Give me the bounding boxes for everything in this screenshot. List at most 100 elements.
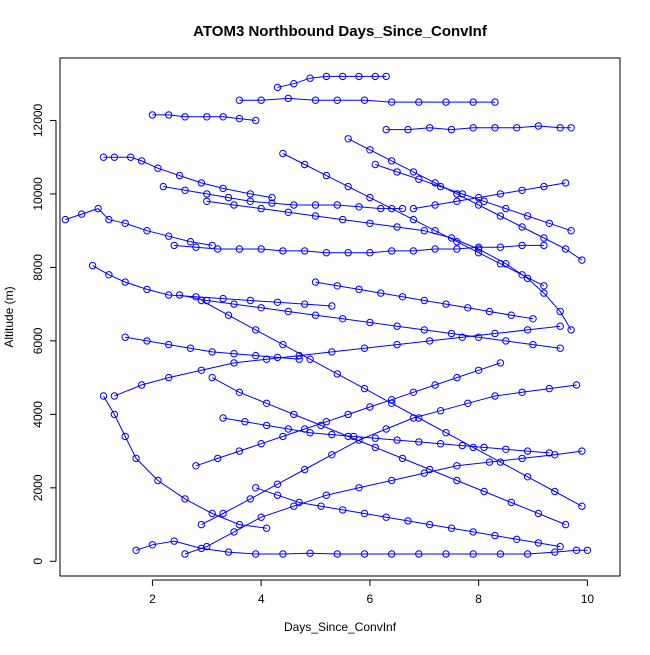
data-point — [496, 550, 505, 558]
data-point — [317, 421, 325, 430]
data-point — [366, 219, 374, 228]
data-point — [78, 210, 86, 218]
x-tick-label: 2 — [149, 592, 156, 606]
data-point — [148, 541, 157, 549]
data-point — [534, 539, 543, 547]
data-point — [426, 124, 434, 132]
data-point — [246, 190, 255, 198]
data-point — [290, 80, 298, 88]
data-point — [219, 294, 227, 303]
data-point — [523, 550, 532, 558]
data-point — [241, 418, 249, 426]
data-point — [404, 517, 412, 525]
data-point — [360, 344, 369, 352]
data-point — [426, 520, 434, 529]
data-point — [458, 333, 466, 341]
data-point — [333, 282, 341, 290]
data-point — [154, 164, 162, 172]
data-point — [523, 212, 532, 220]
data-point — [235, 96, 244, 104]
data-point — [127, 153, 135, 161]
data-point — [518, 388, 526, 396]
data-point — [398, 293, 407, 301]
data-point — [458, 441, 466, 450]
data-point — [344, 135, 352, 143]
series-line-segment — [125, 336, 300, 360]
series-line-segment — [211, 377, 566, 526]
data-point — [306, 429, 314, 437]
data-point — [382, 425, 390, 433]
data-point — [279, 550, 287, 558]
data-point — [388, 247, 396, 255]
series-line-segment — [375, 164, 572, 232]
data-point — [556, 307, 564, 316]
data-point — [262, 524, 271, 532]
data-point — [518, 454, 526, 463]
data-point — [523, 326, 532, 334]
data-point — [295, 498, 303, 507]
data-point — [252, 116, 260, 125]
data-point — [431, 227, 439, 235]
x-tick-label: 4 — [258, 592, 265, 606]
series-line-segment — [152, 114, 256, 121]
x-axis: 2 4 6 8 10 — [149, 579, 594, 606]
data-point — [186, 344, 195, 352]
data-point — [192, 293, 200, 301]
data-point — [355, 484, 363, 492]
data-point — [154, 476, 162, 485]
data-point — [366, 146, 374, 154]
data-point — [474, 201, 483, 209]
data-point — [360, 384, 369, 393]
data-point — [415, 438, 423, 446]
data-point — [322, 249, 331, 257]
data-point — [474, 333, 483, 341]
data-point — [219, 414, 227, 422]
data-point — [442, 98, 450, 106]
data-point — [583, 546, 592, 554]
data-point — [561, 520, 570, 529]
data-point — [464, 399, 472, 407]
data-point — [469, 528, 477, 536]
data-point — [339, 215, 347, 224]
data-point — [572, 546, 581, 554]
data-point — [436, 407, 445, 415]
data-point — [257, 440, 265, 448]
data-point — [409, 215, 418, 224]
data-point — [224, 193, 233, 202]
series-line-segment — [347, 138, 583, 261]
data-point — [208, 348, 216, 356]
data-point — [230, 201, 238, 209]
data-point — [235, 114, 244, 123]
data-point — [197, 520, 206, 529]
data-point — [561, 245, 570, 253]
data-point — [224, 548, 233, 556]
plot-frame — [59, 57, 621, 577]
data-point — [181, 113, 189, 121]
y-tick-label: 0 — [31, 558, 45, 565]
y-tick-label: 8000 — [31, 254, 45, 281]
data-point — [485, 307, 494, 316]
data-point — [360, 550, 369, 558]
data-point — [181, 186, 189, 195]
data-point — [170, 241, 178, 250]
data-point — [290, 502, 298, 510]
data-point — [317, 502, 325, 510]
data-point — [333, 370, 341, 378]
data-point — [165, 291, 173, 299]
data-point — [540, 241, 548, 250]
data-point — [442, 300, 450, 308]
data-point — [420, 296, 428, 305]
data-point — [578, 502, 586, 510]
data-point — [556, 542, 564, 551]
data-point — [186, 238, 195, 246]
data-point — [203, 190, 211, 198]
data-point — [355, 72, 363, 81]
data-point — [148, 111, 157, 119]
data-point — [485, 458, 494, 466]
data-point — [88, 261, 97, 270]
data-point — [567, 227, 575, 235]
data-point — [523, 473, 532, 481]
data-point — [328, 430, 336, 439]
